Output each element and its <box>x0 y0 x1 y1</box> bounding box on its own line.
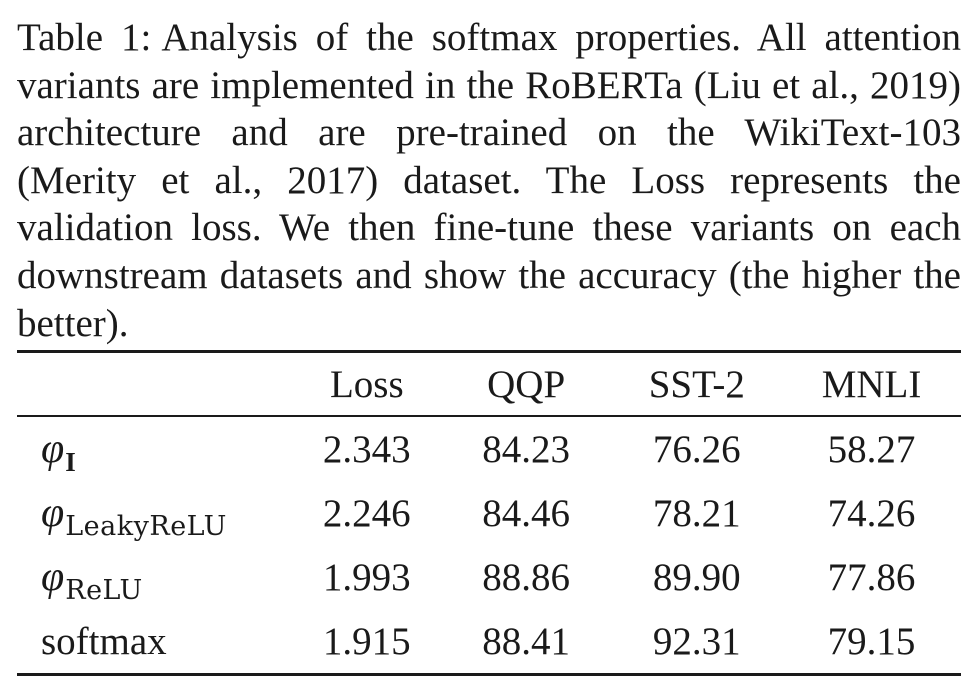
cell-mnli: 77.86 <box>827 555 916 599</box>
row-label-phi-identity: φI <box>17 416 293 481</box>
table-caption: Table 1: Analysis of the softmax properti… <box>17 14 961 347</box>
header-cell-sst2: SST-2 <box>648 362 745 406</box>
table-row: φI 2.343 84.23 76.26 58.27 <box>17 416 961 481</box>
cell-sst2: 76.26 <box>652 427 741 471</box>
table-header-row: Loss QQP SST-2 MNLI <box>17 351 961 417</box>
cell-sst2: 92.31 <box>652 619 741 663</box>
cell-sst2: 78.21 <box>652 491 741 535</box>
cell-qqp: 88.41 <box>482 619 571 663</box>
row-subscript: I <box>65 447 76 477</box>
caption-label: Table 1: <box>17 16 152 59</box>
cell-loss: 1.993 <box>322 555 411 599</box>
cell-loss: 2.246 <box>322 491 411 535</box>
cell-qqp: 88.86 <box>482 555 571 599</box>
row-subscript: ReLU <box>65 575 143 606</box>
row-label-softmax: softmax <box>41 619 167 663</box>
cell-mnli: 74.26 <box>827 491 916 535</box>
phi-symbol: φ <box>41 554 65 600</box>
cell-sst2: 89.90 <box>652 555 741 599</box>
cell-mnli: 58.27 <box>827 427 916 471</box>
header-cell-qqp: QQP <box>487 362 566 406</box>
row-subscript: LeakyReLU <box>65 511 227 542</box>
table-row: φLeakyReLU 2.246 84.46 78.21 74.26 <box>17 481 961 545</box>
row-label-phi-relu: φReLU <box>17 545 293 609</box>
header-cell-empty <box>17 352 293 417</box>
phi-symbol: φ <box>41 426 65 472</box>
header-cell-mnli: MNLI <box>821 362 922 406</box>
cell-loss: 2.343 <box>322 427 411 471</box>
cell-mnli: 79.15 <box>827 619 916 663</box>
table-row: φReLU 1.993 88.86 89.90 77.86 <box>17 545 961 609</box>
header-cell-loss: Loss <box>329 362 404 406</box>
table-row: softmax 1.915 88.41 92.31 79.15 <box>17 609 961 675</box>
results-table: Loss QQP SST-2 MNLI φI 2.343 84.23 76.26… <box>17 350 961 676</box>
caption-text: Analysis of the softmax properties. All … <box>17 16 962 345</box>
phi-symbol: φ <box>41 490 65 536</box>
cell-qqp: 84.23 <box>482 427 571 471</box>
cell-qqp: 84.46 <box>482 491 571 535</box>
row-label-phi-leakyrelu: φLeakyReLU <box>17 481 293 545</box>
cell-loss: 1.915 <box>322 619 411 663</box>
